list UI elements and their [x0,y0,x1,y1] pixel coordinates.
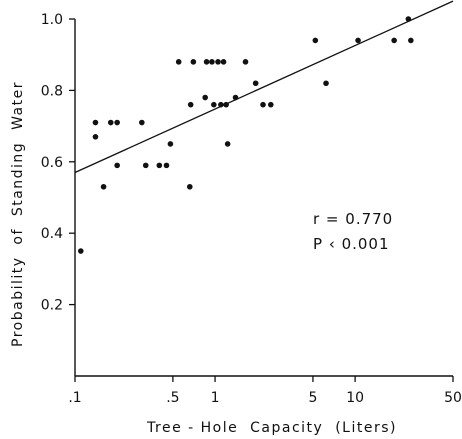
x-tick-label: .5 [166,390,179,406]
data-point [312,37,319,44]
x-axis-title: Tree - Hole Capacity (Liters) [146,420,397,436]
data-point [209,59,215,65]
data-point [167,141,174,147]
data-point [408,37,414,44]
data-point [355,37,361,44]
y-axis-title: Probability of Standing Water [10,81,26,347]
data-point [92,119,99,126]
data-point [107,119,114,126]
data-point [92,134,99,140]
data-point [267,101,274,108]
y-tick-label: 0.2 [41,298,63,314]
data-point [163,162,170,169]
data-point [215,59,221,65]
data-point [114,119,120,126]
data-point [405,16,412,22]
data-point [202,94,208,101]
data-point [252,80,259,87]
annotation-p: P ‹ 0.001 [313,235,390,253]
data-point [114,162,120,169]
data-points [77,16,414,254]
y-tick-label: 0.6 [41,155,63,171]
data-point [323,80,329,87]
regression-line [74,0,454,174]
y-tick-label: 0.4 [41,226,63,242]
data-point [190,59,197,65]
x-tick-label: 1 [211,390,220,406]
data-point [175,59,182,65]
data-point [203,59,210,65]
data-point [156,162,163,169]
x-tick-label: 10 [346,390,364,406]
x-tick-label: .1 [68,390,81,406]
data-point [242,59,249,65]
data-point [220,59,227,65]
x-tick-label: 50 [444,390,462,406]
data-point [77,248,84,254]
data-point [224,141,231,147]
data-point [139,119,145,126]
data-point [186,183,193,190]
data-point [232,94,239,101]
y-tick-label: 0.8 [41,83,63,99]
data-point [211,101,217,108]
axes [74,19,453,377]
ticks: 0.2 0.4 0.6 0.8 1.0 .1 .5 1 5 10 50 [41,12,462,406]
data-point [260,101,266,108]
data-point [391,37,397,44]
data-point [223,101,229,108]
data-point [218,101,224,108]
y-tick-label: 1.0 [41,12,63,28]
data-point [187,101,194,108]
data-point [142,162,149,169]
data-point [100,183,107,190]
annotation-r: r = 0.770 [313,210,393,228]
x-tick-label: 5 [308,390,317,406]
